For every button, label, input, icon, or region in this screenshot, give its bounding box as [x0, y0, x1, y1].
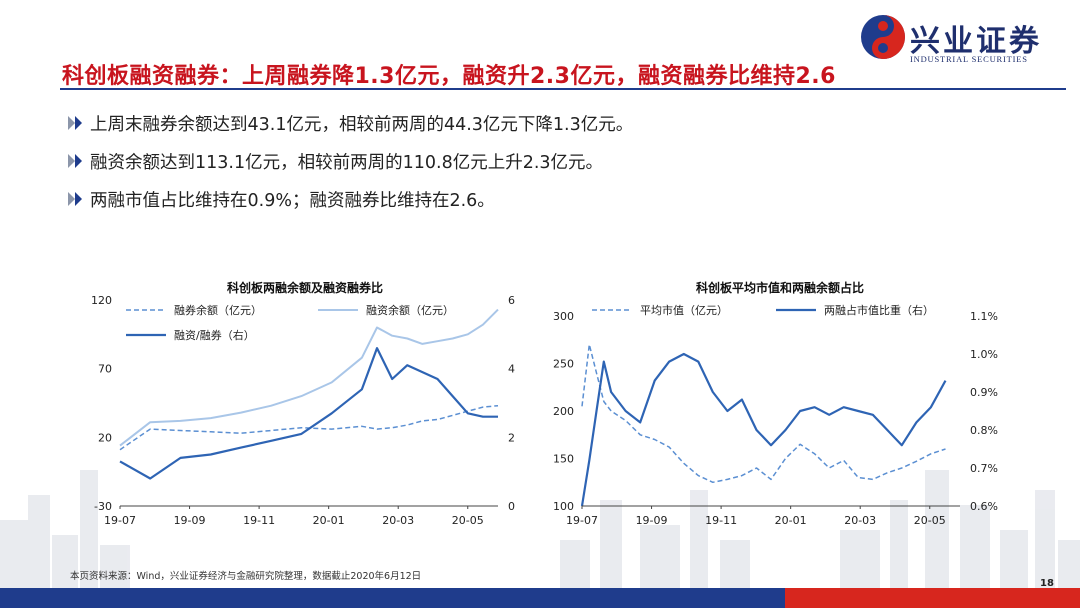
bullet-text: 融资余额达到113.1亿元，相较前两周的110.8亿元上升2.3亿元。	[90, 152, 604, 173]
x-tick-label: 20-03	[844, 514, 876, 527]
legend-label: 融资/融券（右）	[174, 328, 255, 342]
page-title: 科创板融资融券：上周融券降1.3亿元，融资升2.3亿元，融资融券比维持2.6	[62, 64, 836, 89]
legend-label: 融券余额（亿元）	[174, 303, 262, 317]
series-line	[119, 346, 498, 480]
bottom-bar-red	[785, 588, 1080, 608]
x-tick-label: 20-05	[452, 514, 484, 527]
page-number: 18	[1040, 578, 1054, 589]
legend-label: 平均市值（亿元）	[640, 303, 728, 317]
y-left-tick-label: -30	[94, 500, 112, 513]
y-left-tick-label: 100	[553, 500, 574, 513]
double-chevron-icon	[68, 154, 82, 168]
y-left-tick-label: 200	[553, 405, 574, 418]
legend-label: 融资余额（亿元）	[366, 303, 454, 317]
y-left-tick-label: 20	[98, 431, 112, 444]
series-line	[581, 343, 946, 484]
x-tick-label: 20-01	[775, 514, 807, 527]
bullet-item: 上周末融券余额达到43.1亿元，相较前两周的44.3亿元下降1.3亿元。	[66, 104, 633, 142]
y-right-tick-label: 1.0%	[970, 348, 998, 361]
series-line	[119, 404, 499, 451]
chart-legend: 融券余额（亿元） 融资余额（亿元） 融资/融券（右）	[126, 303, 454, 342]
y-right-tick-label: 0.9%	[970, 386, 998, 399]
logo-mark-icon	[861, 15, 905, 59]
x-tick-label: 19-09	[636, 514, 668, 527]
chart-legend: 平均市值（亿元） 两融占市值比重（右）	[592, 303, 934, 317]
bottom-bar-blue	[0, 588, 785, 608]
y-right-tick-label: 0	[508, 500, 515, 513]
x-tick-label: 19-07	[104, 514, 136, 527]
x-tick-label: 19-09	[174, 514, 206, 527]
y-right-tick-label: 4	[508, 363, 515, 376]
chart-title: 科创板两融余额及融资融券比	[227, 280, 383, 295]
brand-name: 兴业证券	[910, 24, 1042, 59]
bullet-text: 两融市值占比维持在0.9%；融资融券比维持在2.6。	[90, 190, 495, 211]
y-right-tick-label: 0.7%	[970, 462, 998, 475]
bottom-bar	[0, 588, 1080, 608]
x-tick-label: 19-07	[566, 514, 598, 527]
x-tick-label: 19-11	[243, 514, 275, 527]
margin-balance-chart: 科创板两融余额及融资融券比 融券余额（亿元） 融资余额（亿元） 融资/融券（右） 1…	[91, 280, 515, 527]
source-footnote: 本页资料来源：Wind，兴业证券经济与金融研究院整理，数据截止2020年6月12…	[70, 571, 422, 582]
double-chevron-icon	[68, 192, 82, 206]
y-right-tick-label: 0.8%	[970, 424, 998, 437]
x-tick-label: 19-11	[705, 514, 737, 527]
y-left-tick-label: 70	[98, 363, 112, 376]
y-right-tick-label: 0.6%	[970, 500, 998, 513]
y-left-tick-label: 300	[553, 310, 574, 323]
axis-layer: 300 250 200 150 100 1.1% 1.0% 0.9% 0.8% 0.7% 0.6% 1…	[553, 310, 998, 527]
y-right-tick-label: 1.1%	[970, 310, 998, 323]
y-left-tick-label: 250	[553, 358, 574, 371]
title-divider	[60, 88, 1066, 90]
brand-subtitle: INDUSTRIAL SECURITIES	[910, 54, 1028, 64]
double-chevron-icon	[68, 116, 82, 130]
y-left-tick-label: 150	[553, 453, 574, 466]
brand-logo: 兴业证券 INDUSTRIAL SECURITIES	[860, 14, 1070, 64]
chart-title: 科创板平均市值和两融余额占比	[696, 280, 864, 295]
bullet-text: 上周末融券余额达到43.1亿元，相较前两周的44.3亿元下降1.3亿元。	[90, 114, 634, 135]
x-tick-label: 20-01	[313, 514, 345, 527]
market-cap-chart: 科创板平均市值和两融余额占比 平均市值（亿元） 两融占市值比重（右） 300 250…	[553, 280, 998, 527]
series-line	[119, 308, 499, 447]
series-layer	[580, 343, 947, 507]
bullet-item: 两融市值占比维持在0.9%；融资融券比维持在2.6。	[66, 180, 633, 218]
x-tick-label: 20-03	[382, 514, 414, 527]
x-tick-label: 20-05	[914, 514, 946, 527]
y-right-tick-label: 6	[508, 294, 515, 307]
y-right-tick-label: 2	[508, 431, 515, 444]
series-layer	[119, 308, 499, 480]
series-line	[580, 352, 947, 507]
legend-label: 两融占市值比重（右）	[824, 303, 934, 317]
bullet-list: 上周末融券余额达到43.1亿元，相较前两周的44.3亿元下降1.3亿元。 融资余…	[66, 104, 633, 218]
bullet-item: 融资余额达到113.1亿元，相较前两周的110.8亿元上升2.3亿元。	[66, 142, 633, 180]
y-left-tick-label: 120	[91, 294, 112, 307]
